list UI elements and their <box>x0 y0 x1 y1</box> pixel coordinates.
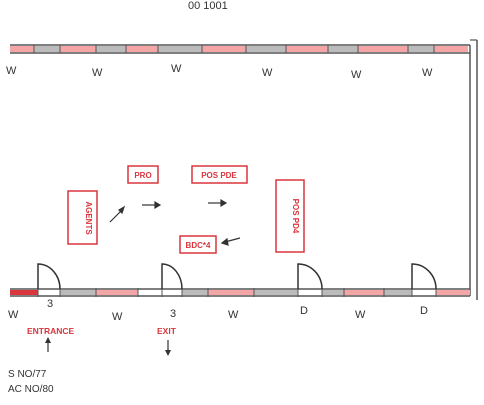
wall-mark: W <box>228 309 239 321</box>
bdc-label: BDC*4 <box>186 241 211 250</box>
wall-mark: W <box>92 67 103 79</box>
agents-label: AGENTS <box>84 201 93 235</box>
exit-marker: EXIT <box>157 326 177 356</box>
note: AC NO/80 <box>8 384 54 395</box>
top-wall <box>10 44 470 54</box>
bottom-wall-marks: W 3 W 3 W D W D <box>8 298 428 323</box>
pos-pd4-label: POS PD4 <box>291 199 300 234</box>
pos-pd4-box: POS PD4 <box>275 179 305 253</box>
flow-arrows <box>109 198 241 246</box>
top-wall-marks: W W W W W W <box>6 63 433 81</box>
door-swing <box>297 263 323 290</box>
exit-label: EXIT <box>157 326 177 336</box>
wall-mark: W <box>112 311 123 323</box>
door-swings <box>37 263 437 290</box>
wall-mark: 3 <box>47 298 53 310</box>
entrance-marker: ENTRANCE <box>27 326 75 352</box>
top-label: 00 1001 <box>188 0 228 12</box>
door-swing <box>411 263 437 290</box>
arrow-up-icon <box>45 337 51 343</box>
notes: S NO/77 AC NO/80 <box>8 369 54 395</box>
wall-mark: 3 <box>170 308 176 320</box>
wall-mark: W <box>422 67 433 79</box>
entrance-label: ENTRANCE <box>27 326 75 336</box>
wall-mark: W <box>6 65 17 77</box>
right-wall <box>469 39 478 300</box>
arrow-down-icon <box>165 350 171 356</box>
note: S NO/77 <box>8 369 47 380</box>
door-swing <box>37 263 61 290</box>
wall-mark: W <box>171 63 182 75</box>
wall-mark: W <box>355 309 366 321</box>
bdc-box: BDC*4 <box>179 235 217 254</box>
pos-pde-label: POS PDE <box>201 171 237 180</box>
wall-mark: W <box>262 67 273 79</box>
bottom-wall <box>10 288 470 297</box>
arrow-icon <box>109 209 123 223</box>
pro-box: PRO <box>127 165 159 184</box>
pos-pde-box: POS PDE <box>191 165 248 184</box>
wall-mark: W <box>8 309 19 321</box>
door-swing <box>161 263 183 290</box>
agents-box: AGENTS <box>67 190 98 245</box>
wall-mark: D <box>300 305 308 317</box>
wall-mark: D <box>420 305 428 317</box>
wall-mark: W <box>351 69 362 81</box>
pro-label: PRO <box>134 171 151 180</box>
